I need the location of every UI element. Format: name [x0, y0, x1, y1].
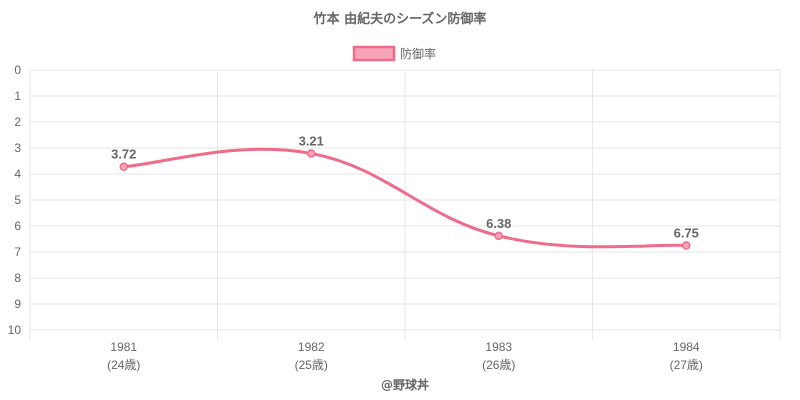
- data-point: [119, 162, 128, 171]
- series-line: [123, 147, 687, 249]
- x-tick-label: 1984: [673, 340, 700, 354]
- x-axis: 1981 (24歳) 1982 (25歳) 1983 (26歳) 1984 (27歳): [107, 340, 703, 372]
- grid: [29, 69, 781, 340]
- y-tick-label: 3: [14, 141, 21, 155]
- data-label: 6.75: [674, 226, 699, 241]
- legend-swatch: [352, 45, 396, 62]
- data-label-group: 3.72 3.21 6.38 6.75: [111, 133, 699, 240]
- x-tick-label: 1983: [485, 340, 512, 354]
- data-point: [307, 149, 316, 158]
- y-tick-label: 5: [14, 193, 21, 207]
- legend-label: 防御率: [400, 46, 436, 61]
- y-axis: 0 1 2 3 4 5 6 7 8 9 10: [8, 63, 22, 337]
- x-tick-sublabel: (26歳): [482, 358, 515, 372]
- x-tick-label: 1981: [110, 340, 137, 354]
- legend[interactable]: 防御率: [352, 45, 436, 62]
- data-point: [494, 231, 503, 241]
- chart-title: 竹本 由紀夫のシーズン防御率: [313, 11, 487, 27]
- y-tick-label: 6: [14, 219, 21, 233]
- data-label: 6.38: [486, 216, 511, 231]
- x-tick-sublabel: (24歳): [107, 358, 140, 372]
- series-line-group: [119, 147, 691, 250]
- data-point: [682, 241, 691, 250]
- x-tick-sublabel: (25歳): [295, 358, 328, 372]
- x-tick-label: 1982: [298, 340, 325, 354]
- data-label: 3.21: [299, 133, 324, 148]
- x-tick-sublabel: (27歳): [670, 358, 703, 372]
- y-tick-label: 0: [14, 63, 21, 77]
- y-tick-label: 7: [14, 245, 21, 259]
- y-tick-label: 1: [14, 89, 21, 103]
- y-tick-label: 4: [14, 167, 21, 181]
- data-label: 3.72: [111, 147, 136, 162]
- y-tick-label: 2: [14, 115, 21, 129]
- y-tick-label: 8: [14, 271, 21, 285]
- y-tick-label: 9: [14, 297, 21, 311]
- y-tick-label: 10: [8, 323, 22, 337]
- credit-text: @野球丼: [381, 377, 429, 392]
